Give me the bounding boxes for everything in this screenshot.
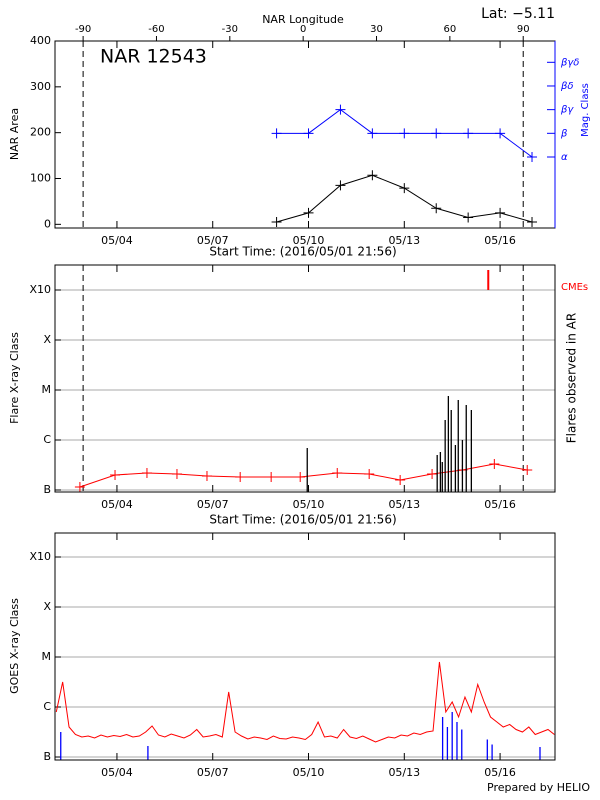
data-point (295, 472, 306, 482)
data-point (171, 469, 182, 479)
y2-tick-label: βδ (560, 81, 574, 92)
data-point (527, 217, 538, 228)
y-tick-label: 200 (30, 126, 51, 139)
data-point (399, 128, 410, 139)
data-point (332, 468, 343, 478)
data-point (110, 470, 121, 480)
data-point (335, 104, 346, 115)
y2-tick-label: α (561, 152, 568, 163)
y2-tick-label: βγ (560, 105, 574, 116)
data-point (303, 207, 314, 218)
x-tick-label: 05/16 (484, 766, 516, 779)
plot-frame (54, 532, 556, 761)
x-tick-label: 05/04 (101, 498, 133, 511)
data-point (367, 128, 378, 139)
data-point (495, 128, 506, 139)
x2-tick-label: -90 (75, 24, 91, 35)
data-point (395, 475, 406, 485)
annotation-text: Lat: −5.11 (481, 6, 555, 22)
data-line (55, 661, 555, 743)
x2-tick-label: -60 (148, 24, 164, 35)
x-tick-label: 05/10 (293, 234, 325, 247)
x-tick-label: 05/07 (197, 766, 229, 779)
ylabel-text: GOES X-ray Class (8, 598, 21, 694)
x-tick-label: 05/13 (388, 498, 420, 511)
data-point (266, 472, 277, 482)
y-tick-label: X (43, 333, 51, 346)
y-tick-label: C (43, 433, 51, 446)
x-tick-label: 05/10 (293, 766, 325, 779)
data-point (364, 469, 375, 479)
x-tick-label: 05/04 (101, 766, 133, 779)
y-tick-label: B (43, 750, 51, 763)
data-point (489, 459, 500, 469)
y-tick-label: M (42, 650, 52, 663)
x-tick-label: 05/10 (293, 498, 325, 511)
data-point (303, 128, 314, 139)
y-tick-label: X (43, 600, 51, 613)
footer: Prepared by HELIO (487, 781, 590, 794)
data-point (495, 207, 506, 218)
y-tick-label: X10 (29, 283, 51, 296)
data-point (235, 472, 246, 482)
data-point (527, 151, 538, 162)
x2-tick-label: 0 (300, 24, 306, 35)
data-point (463, 128, 474, 139)
y-2label-text: Mag. Class (580, 83, 591, 137)
xlabel-text: Start Time: (2016/05/01 21:56) (209, 513, 396, 527)
y-tick-label: B (43, 483, 51, 496)
x-tick-label: 05/04 (101, 234, 133, 247)
y-tick-label: 0 (44, 217, 51, 230)
x-tick-label: 05/16 (484, 234, 516, 247)
x2-tick-label: -30 (222, 24, 238, 35)
data-point (399, 183, 410, 194)
y-tick-label: 300 (30, 80, 51, 93)
y-2label-text: Flares observed in AR (565, 313, 579, 443)
title-text: NAR 12543 (100, 46, 207, 68)
y2-tick-label: β (560, 128, 568, 139)
x2-tick-label: 90 (517, 24, 530, 35)
x2-tick-label: 60 (443, 24, 456, 35)
data-point (74, 482, 85, 492)
data-point (335, 180, 346, 191)
ylabel-text: Flare X-ray Class (8, 332, 21, 424)
data-point (271, 128, 282, 139)
x-tick-label: 05/07 (197, 234, 229, 247)
x-2label-text: NAR Longitude (262, 13, 344, 26)
ylabel-text: NAR Area (8, 108, 21, 160)
y-tick-label: C (43, 700, 51, 713)
data-point (201, 471, 212, 481)
data-point (522, 465, 533, 475)
data-point (427, 469, 438, 479)
data-point (271, 217, 282, 228)
y-tick-label: 400 (30, 34, 51, 47)
data-point (431, 128, 442, 139)
data-point (141, 468, 152, 478)
y-tick-label: 100 (30, 172, 51, 185)
data-point (431, 203, 442, 214)
x2-tick-label: 30 (370, 24, 383, 35)
x-tick-label: 05/13 (388, 234, 420, 247)
x-tick-label: 05/07 (197, 498, 229, 511)
event-label: CMEs (561, 282, 588, 293)
data-point (463, 212, 474, 223)
plot-frame (54, 264, 556, 493)
data-point (367, 170, 378, 181)
x-tick-label: 05/16 (484, 498, 516, 511)
y2-tick-label: βγδ (560, 57, 579, 68)
y-tick-label: X10 (29, 550, 51, 563)
y-tick-label: M (42, 383, 52, 396)
x-tick-label: 05/13 (388, 766, 420, 779)
xlabel-text: Start Time: (2016/05/01 21:56) (209, 245, 396, 259)
